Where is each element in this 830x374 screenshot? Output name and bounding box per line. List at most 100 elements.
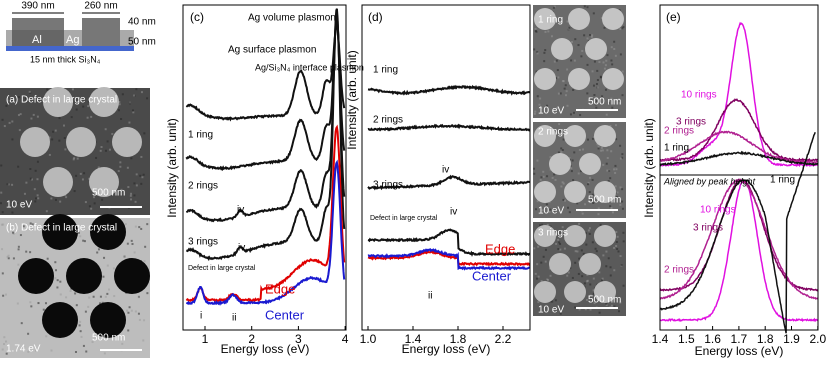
noise (59, 280, 62, 283)
ag-block (82, 30, 120, 46)
spectrum (185, 124, 346, 303)
noise (138, 226, 141, 229)
noise (48, 136, 51, 139)
x-tick-label: 1.4 (652, 332, 669, 346)
image-label: 1 ring (538, 15, 563, 26)
noise (587, 200, 590, 203)
noise (123, 255, 126, 258)
energy-label: 10 eV (538, 106, 564, 117)
noise (622, 240, 625, 243)
noise (561, 181, 564, 184)
noise (54, 198, 57, 201)
noise (76, 157, 79, 160)
panel-label: (a) Defect in large crystal (6, 95, 117, 106)
dim-label: 260 nm (84, 1, 117, 12)
noise (556, 107, 559, 110)
particle (114, 258, 150, 294)
noise (601, 277, 604, 280)
noise (15, 201, 18, 204)
spectrum (185, 17, 346, 172)
x-axis-label: Energy loss (eV) (221, 342, 310, 356)
noise (1, 348, 4, 351)
noise (613, 246, 616, 249)
noise (563, 247, 566, 250)
noise (56, 286, 59, 289)
noise (578, 222, 581, 225)
x-tick-label: 3 (295, 332, 302, 346)
annotation: Ag volume plasmon (248, 13, 336, 24)
noise (534, 27, 537, 30)
particle (66, 258, 102, 294)
noise (143, 132, 146, 135)
noise (548, 267, 551, 270)
noise (586, 6, 589, 9)
x-tick-label: 1.4 (405, 332, 422, 346)
noise (559, 248, 562, 251)
noise (621, 27, 624, 30)
noise (62, 124, 65, 127)
ag-cap (82, 18, 120, 30)
noise (554, 299, 557, 302)
noise (616, 191, 619, 194)
noise (537, 301, 540, 304)
particle (579, 153, 601, 175)
noise (99, 149, 102, 152)
noise (541, 223, 544, 226)
noise (564, 94, 567, 97)
noise (605, 302, 608, 305)
panel-label: (d) (368, 10, 383, 24)
noise (75, 174, 78, 177)
noise (32, 113, 35, 116)
noise (591, 34, 594, 37)
noise (90, 115, 93, 118)
noise (34, 197, 37, 200)
noise (88, 296, 91, 299)
noise (142, 339, 145, 342)
particle (66, 127, 96, 157)
noise (589, 283, 592, 286)
noise (1, 118, 4, 121)
noise (534, 272, 537, 275)
noise (138, 318, 141, 321)
noise (64, 148, 67, 151)
noise (1, 272, 4, 275)
noise (137, 296, 140, 299)
spectrum (659, 132, 816, 334)
spectrum (367, 174, 531, 191)
noise (594, 247, 597, 250)
annotation: 1 ring (770, 175, 795, 186)
noise (581, 275, 584, 278)
noise (133, 251, 136, 254)
noise (1, 211, 4, 214)
noise (560, 147, 563, 150)
dim-label: 50 nm (128, 37, 156, 48)
annotation: 3 rings (188, 237, 218, 248)
noise (77, 231, 80, 234)
noise (598, 311, 601, 314)
y-axis-label: Intensity (arb. unit) (642, 118, 656, 217)
noise (590, 35, 593, 38)
noise (46, 88, 49, 91)
noise (572, 179, 575, 182)
noise (106, 264, 109, 267)
noise (605, 304, 608, 307)
annotation: Center (472, 268, 512, 283)
dim-label: 40 nm (128, 17, 156, 28)
noise (607, 257, 610, 260)
noise (555, 242, 558, 245)
noise (543, 60, 546, 63)
noise (590, 198, 593, 201)
noise (544, 30, 547, 33)
noise (582, 148, 585, 151)
noise (610, 304, 613, 307)
noise (142, 173, 145, 176)
noise (128, 121, 131, 124)
noise (87, 105, 90, 108)
annotation: i (200, 311, 202, 322)
noise (79, 330, 82, 333)
noise (36, 160, 39, 163)
particle (594, 225, 616, 247)
noise (561, 80, 564, 83)
noise (133, 94, 136, 97)
noise (82, 105, 85, 108)
